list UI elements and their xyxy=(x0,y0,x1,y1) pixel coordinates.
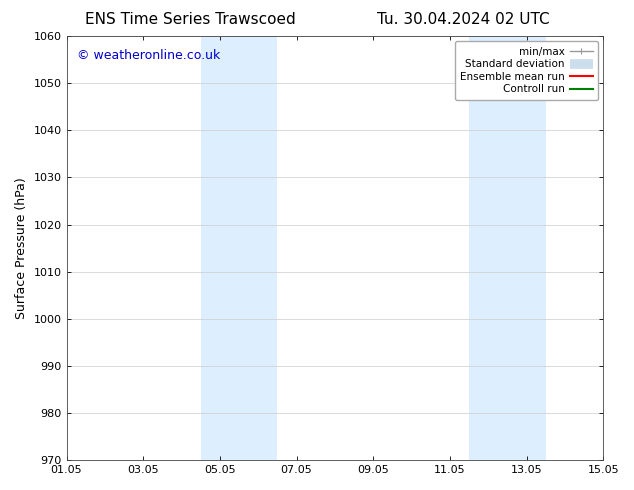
Bar xyxy=(469,36,546,460)
Text: Tu. 30.04.2024 02 UTC: Tu. 30.04.2024 02 UTC xyxy=(377,12,549,27)
Text: ENS Time Series Trawscoed: ENS Time Series Trawscoed xyxy=(85,12,295,27)
Bar xyxy=(201,36,277,460)
Y-axis label: Surface Pressure (hPa): Surface Pressure (hPa) xyxy=(15,177,28,319)
Legend: min/max, Standard deviation, Ensemble mean run, Controll run: min/max, Standard deviation, Ensemble me… xyxy=(455,41,598,99)
Text: © weatheronline.co.uk: © weatheronline.co.uk xyxy=(77,49,221,62)
